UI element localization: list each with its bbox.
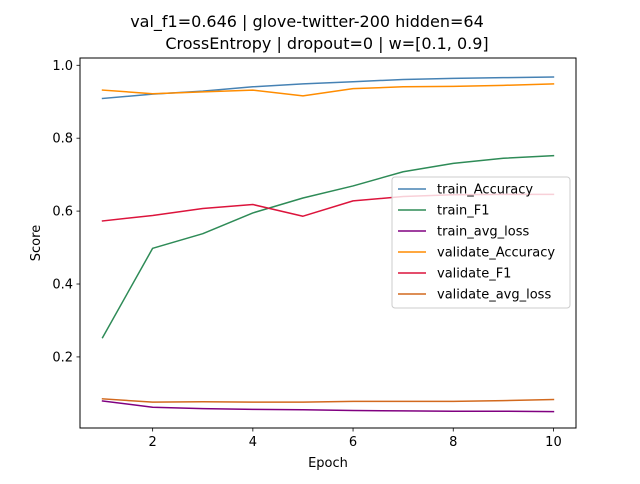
y-tick-label: 0.8: [52, 132, 73, 147]
legend-box: [391, 176, 571, 309]
legend-label: validate_avg_loss: [437, 288, 551, 303]
legend: train_Accuracy train_F1 train_avg_lossvali…: [391, 176, 571, 309]
x-tick-label: 2: [149, 435, 157, 450]
legend-label: validate_Accuracy: [437, 246, 555, 261]
x-axis-label: Epoch: [308, 456, 348, 471]
y-tick-label: 1.0: [52, 59, 73, 74]
legend-label: train_F1: [437, 204, 490, 219]
y-axis: 0.2 0.4 0.6 0.8 1.0: [52, 59, 80, 365]
y-tick-label: 0.6: [52, 205, 73, 220]
x-tick-label: 4: [249, 435, 257, 450]
plot-area-frame: [79, 57, 577, 429]
series-layer: [101, 76, 555, 413]
series-line-train-accuracy: [101, 76, 555, 100]
chart-title-line2: CrossEntropy | dropout=0 | w=[0.1, 0.9]: [165, 34, 488, 53]
y-axis-label: Score: [29, 225, 44, 261]
series-line-validate-avg-loss: [101, 398, 555, 403]
series-line-train-f1: [101, 154, 555, 339]
series-line-validate-accuracy: [101, 83, 555, 97]
x-axis: 2 4 6 8 10: [149, 428, 562, 450]
series-line-train-avg-loss: [101, 400, 555, 413]
x-tick-label: 6: [349, 435, 357, 450]
y-tick-label: 0.2: [52, 350, 73, 365]
y-tick-label: 0.4: [52, 278, 73, 293]
x-tick-label: 10: [545, 435, 562, 450]
x-tick-label: 8: [449, 435, 457, 450]
legend-label: train_Accuracy: [437, 183, 533, 198]
chart-title-line1: val_f1=0.646 | glove-twitter-200 hidden=…: [130, 12, 484, 32]
legend-label: validate_F1: [437, 267, 511, 282]
legend-label: train_avg_loss: [437, 225, 530, 240]
